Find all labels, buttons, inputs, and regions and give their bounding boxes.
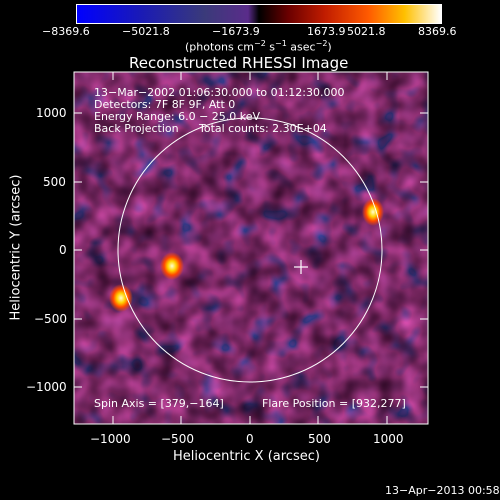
info-time-range: 13−Mar−2002 01:06:30.000 to 01:12:30.000 [94, 86, 345, 99]
x-tick-label: −1000 [90, 432, 131, 446]
colorbar-tick-label: 5021.8 [347, 25, 386, 38]
image-noise-pattern [74, 72, 428, 424]
info-total-counts: Total counts: 2.30E+04 [199, 122, 327, 135]
bright-source [109, 284, 133, 312]
y-tick-label: −1000 [26, 380, 67, 394]
colorbar-tick-label: −8369.6 [42, 25, 90, 38]
info-energy-range: Energy Range: 6.0 − 25.0 keV [94, 110, 261, 123]
flare-position-marker [294, 260, 308, 274]
colorbar-tick-label: 8369.6 [418, 25, 457, 38]
y-axis-label: Heliocentric Y (arcsec) [8, 174, 24, 321]
generation-date: 13−Apr−2013 00:58 [385, 484, 500, 497]
plot-title: Reconstructed RHESSI Image [129, 54, 349, 72]
plot-frame [73, 71, 429, 425]
x-tick-label: 0 [246, 432, 254, 446]
info-spin-axis: Spin Axis = [379,−164] [94, 397, 224, 410]
y-tick-label: −500 [34, 312, 67, 326]
bright-source [160, 252, 184, 280]
colorbar-tick-label: −5021.8 [122, 25, 170, 38]
solar-limb-circle [117, 117, 383, 383]
colorbar-tick-label: 1673.9 [307, 25, 346, 38]
y-tick-label: 1000 [36, 106, 67, 120]
colorbar-units: (photons cm−2 s−1 asec−2) [185, 39, 332, 54]
info-method: Back Projection [94, 122, 179, 135]
info-detectors: Detectors: 7F 8F 9F, Att 0 [94, 98, 236, 111]
colorbar [76, 4, 442, 24]
x-tick-label: 500 [308, 432, 331, 446]
x-axis-ticks [112, 72, 388, 424]
colorbar-tick-label: −1673.9 [212, 25, 260, 38]
y-axis-ticks [74, 112, 428, 388]
y-tick-label: 500 [43, 175, 66, 189]
x-axis-label: Heliocentric X (arcsec) [173, 449, 320, 464]
y-tick-label: 0 [59, 243, 67, 257]
x-tick-label: 1000 [373, 432, 404, 446]
x-tick-label: −500 [161, 432, 194, 446]
info-flare-position: Flare Position = [932,277] [262, 397, 406, 410]
